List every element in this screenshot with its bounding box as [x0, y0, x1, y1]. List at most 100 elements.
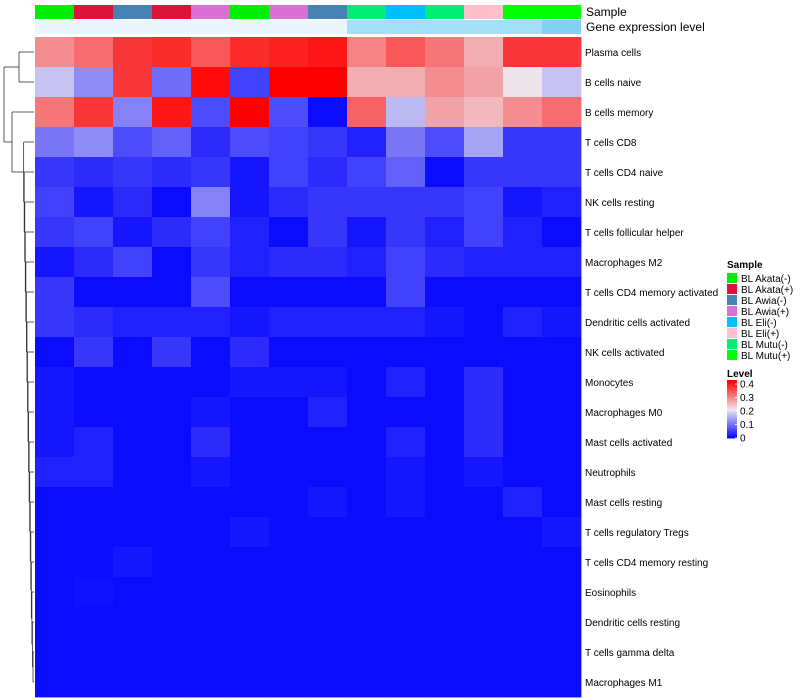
heatmap-cell	[347, 547, 387, 578]
sample-annotation-label: Sample	[586, 5, 627, 19]
level-gradient-segment	[727, 385, 737, 388]
heatmap-cell	[542, 637, 582, 668]
heatmap-cell	[269, 637, 309, 668]
heatmap-cell	[503, 97, 543, 128]
level-gradient-segment	[727, 404, 737, 407]
heatmap-cell	[152, 337, 192, 368]
heatmap-cell	[386, 37, 426, 68]
level-gradient-segment	[727, 417, 737, 420]
heatmap-cell	[386, 307, 426, 338]
heatmap-cell	[74, 457, 114, 488]
heatmap-cell	[152, 187, 192, 218]
heatmap-cell	[35, 397, 75, 428]
row-label: Neutrophils	[585, 468, 636, 479]
heatmap-cell	[113, 127, 153, 158]
heatmap-cell	[386, 457, 426, 488]
heatmap-cell	[152, 67, 192, 98]
heatmap-cell	[191, 217, 231, 248]
heatmap-cell	[113, 577, 153, 608]
row-dendrogram	[3, 51, 34, 683]
heatmap-cell	[191, 607, 231, 638]
heatmap-cell	[74, 127, 114, 158]
heatmap-cell	[464, 67, 504, 98]
heatmap-cell	[74, 67, 114, 98]
heatmap-cell	[230, 67, 270, 98]
heatmap-cell	[269, 187, 309, 218]
heatmap-cell	[152, 607, 192, 638]
heatmap-cell	[425, 577, 465, 608]
heatmap-cell	[542, 397, 582, 428]
heatmap-cell	[74, 427, 114, 458]
heatmap-cell	[191, 547, 231, 578]
heatmap-cell	[347, 337, 387, 368]
gene-expression-cell	[113, 20, 152, 34]
level-gradient-segment	[727, 414, 737, 417]
sample-annotation-cell	[35, 5, 74, 19]
heatmap-cell	[35, 97, 75, 128]
heatmap-cell	[425, 97, 465, 128]
heatmap-cell	[347, 97, 387, 128]
heatmap-cell	[35, 127, 75, 158]
level-gradient-segment	[727, 403, 737, 406]
heatmap-cell	[464, 127, 504, 158]
heatmap-cell	[191, 367, 231, 398]
heatmap-cell	[230, 337, 270, 368]
heatmap-cell	[386, 397, 426, 428]
heatmap-cell	[152, 397, 192, 428]
heatmap-cell	[425, 637, 465, 668]
heatmap-cell	[152, 217, 192, 248]
heatmap-cell	[347, 517, 387, 548]
heatmap-cell	[308, 577, 348, 608]
heatmap-cell	[347, 457, 387, 488]
heatmap-cell	[113, 187, 153, 218]
sample-annotation-cell	[542, 5, 581, 19]
sample-annotation-cell	[269, 5, 308, 19]
level-gradient-segment	[727, 420, 737, 423]
heatmap-cell	[191, 397, 231, 428]
sample-annotation-cell	[308, 5, 347, 19]
heatmap-cell	[35, 487, 75, 518]
heatmap-cell	[230, 217, 270, 248]
heatmap-cell	[269, 457, 309, 488]
level-gradient-segment	[727, 424, 737, 427]
heatmap-cell	[425, 367, 465, 398]
level-gradient-segment	[727, 382, 737, 385]
sample-annotation-cell	[113, 5, 152, 19]
heatmap-cell	[269, 517, 309, 548]
heatmap-cell	[464, 337, 504, 368]
heatmap-cell	[113, 457, 153, 488]
sample-legend-swatch	[727, 350, 737, 360]
heatmap-cell	[425, 397, 465, 428]
heatmap-cell	[308, 97, 348, 128]
heatmap-cell	[308, 187, 348, 218]
heatmap-cell	[152, 37, 192, 68]
heatmap-cell	[191, 247, 231, 278]
heatmap-cell	[347, 367, 387, 398]
heatmap-cell	[113, 217, 153, 248]
heatmap-cell	[347, 637, 387, 668]
heatmap-cell	[113, 247, 153, 278]
heatmap-cell	[308, 667, 348, 698]
sample-annotation-cell	[347, 5, 386, 19]
level-gradient-segment	[727, 391, 737, 394]
row-label: NK cells resting	[585, 198, 654, 209]
heatmap-cell	[464, 487, 504, 518]
row-label: Dendritic cells resting	[585, 618, 680, 629]
heatmap-cell	[74, 337, 114, 368]
level-gradient-segment	[727, 395, 737, 398]
heatmap-cell	[152, 667, 192, 698]
level-gradient-segment	[727, 407, 737, 410]
heatmap-cell	[542, 367, 582, 398]
heatmap-cell	[113, 427, 153, 458]
row-label: Dendritic cells activated	[585, 318, 690, 329]
heatmap-cell	[113, 547, 153, 578]
heatmap-cell	[74, 187, 114, 218]
heatmap-cell	[269, 247, 309, 278]
sample-annotation-cell	[503, 5, 542, 19]
heatmap-cell	[464, 427, 504, 458]
level-legend-title: Level	[727, 369, 753, 380]
heatmap-cell	[308, 67, 348, 98]
sample-legend-title: Sample	[727, 260, 763, 271]
heatmap-cell	[35, 667, 75, 698]
